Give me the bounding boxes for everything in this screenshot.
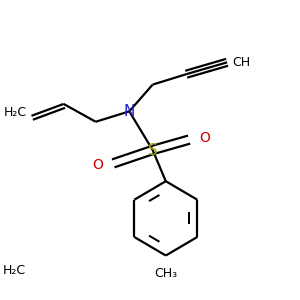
- Text: N: N: [124, 104, 135, 119]
- Text: H₂C: H₂C: [4, 106, 27, 119]
- Text: H₂C: H₂C: [3, 264, 26, 277]
- Text: O: O: [93, 158, 104, 172]
- Text: S: S: [148, 142, 158, 158]
- Text: CH: CH: [232, 56, 251, 69]
- Text: CH₃: CH₃: [154, 267, 177, 280]
- Text: O: O: [199, 131, 210, 145]
